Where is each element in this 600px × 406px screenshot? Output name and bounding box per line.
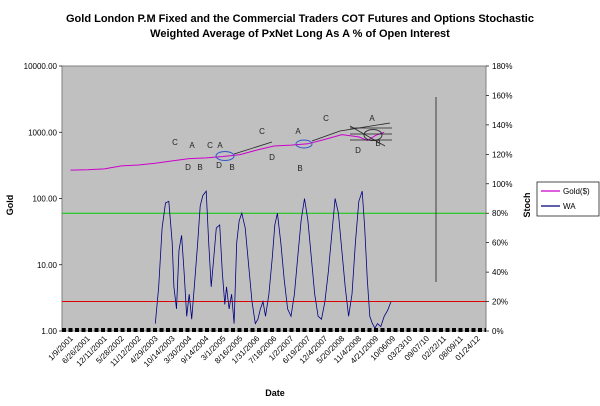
- annotation-label: B: [229, 163, 234, 172]
- reference-lines: [62, 212, 486, 303]
- annotation-trendline: [311, 130, 341, 142]
- y-right-tick-label: 140%: [492, 121, 512, 130]
- annotation-label: A: [295, 127, 301, 136]
- stoch-line: [154, 189, 392, 329]
- y-left-tick-label: 1.00: [41, 327, 57, 336]
- annotation-label: B: [197, 163, 202, 172]
- y-right-tick-label: 40%: [492, 268, 508, 277]
- annotation-label: B: [297, 164, 302, 173]
- stoch-series: [154, 189, 392, 329]
- chart-title: Gold London P.M Fixed and the Commercial…: [66, 13, 534, 25]
- gold-line: [70, 131, 385, 171]
- annotation-label: D: [185, 163, 191, 172]
- y-right-tick-label: 180%: [492, 62, 512, 71]
- y-right-tick-label: 60%: [492, 239, 508, 248]
- annotation-label: D: [269, 153, 275, 162]
- y-axis-left-title: Gold: [5, 195, 15, 216]
- y-right-tick-label: 120%: [492, 150, 512, 159]
- plot-area: [61, 65, 487, 332]
- y-left-tick-label: 100.00: [33, 195, 58, 204]
- annotation-label: C: [323, 114, 329, 123]
- annotation-label: C: [207, 141, 213, 150]
- annotation-trendline: [339, 122, 391, 132]
- annotation-ellipse: [363, 129, 383, 141]
- y-left-tick-label: 10000.00: [24, 62, 58, 71]
- legend-gold-label: Gold($): [563, 187, 590, 196]
- y-right-tick-label: 100%: [492, 180, 512, 189]
- y-right-tick-label: 20%: [492, 298, 508, 307]
- y-right-tick-label: 160%: [492, 91, 512, 100]
- legend-wa-label: WA: [563, 202, 576, 211]
- annotation-label: B: [375, 139, 380, 148]
- annotation-label: D: [216, 161, 222, 170]
- legend: Gold($) WA: [536, 181, 600, 217]
- x-axis-title: Date: [265, 388, 285, 398]
- annotation-label: A: [189, 141, 195, 150]
- annotation-trendline: [349, 125, 386, 147]
- y-right-tick-label: 0%: [492, 327, 504, 336]
- annotation-trendline: [233, 141, 273, 155]
- chart-subtitle: Weighted Average of PxNet Long As A % of…: [150, 28, 450, 40]
- annotation-ellipse: [215, 151, 235, 161]
- annotation-label: A: [369, 114, 375, 123]
- legend-box: [536, 181, 600, 217]
- annotation-ellipse: [295, 139, 313, 149]
- annotation-label: C: [172, 138, 178, 147]
- annotation-label: D: [355, 146, 361, 155]
- annotation-label: C: [259, 127, 265, 136]
- y-axis-right-title: Stoch: [522, 192, 532, 217]
- y-left-tick-label: 10.00: [37, 261, 58, 270]
- gold-series: [70, 131, 385, 171]
- y-left-tick-label: 1000.00: [28, 128, 57, 137]
- annotation-label: A: [217, 141, 223, 150]
- y-right-tick-label: 80%: [492, 209, 508, 218]
